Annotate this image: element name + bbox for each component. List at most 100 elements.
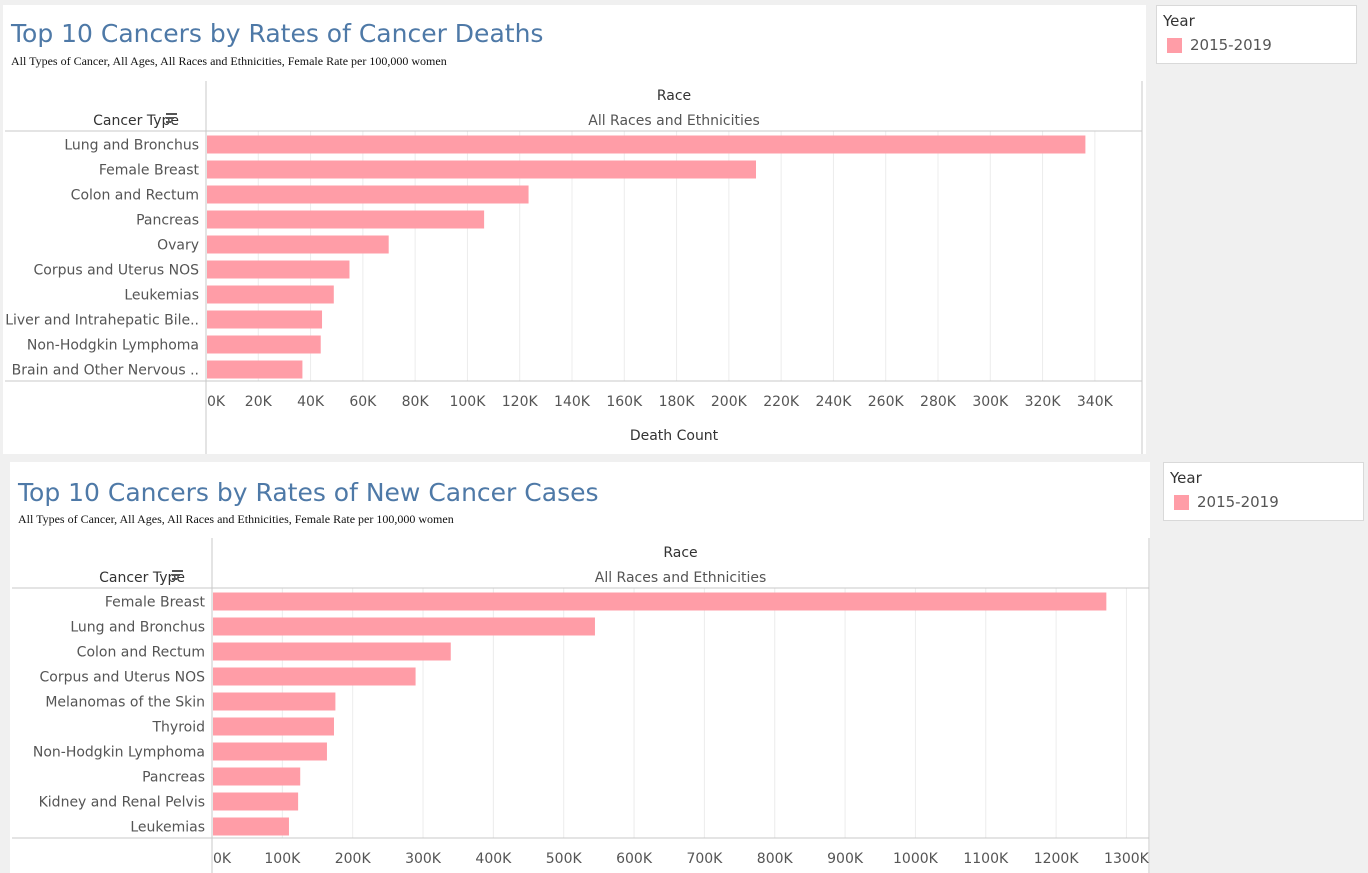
bar[interactable] (213, 617, 595, 636)
category-label: Corpus and Uterus NOS (34, 263, 200, 279)
x-tick-label: 500K (546, 851, 583, 867)
bar[interactable] (207, 310, 323, 329)
chart-subtitle: All Types of Cancer, All Ages, All Races… (18, 512, 454, 526)
chart-panel-new-cases: Top 10 Cancers by Rates of New Cancer Ca… (10, 462, 1150, 873)
x-tick-label: 20K (245, 394, 273, 410)
bar[interactable] (207, 285, 334, 304)
category-label: Colon and Rectum (71, 188, 199, 204)
bar-chart-new-cases: Race All Races and Ethnicities Cancer Type… (12, 538, 1150, 873)
legend-swatch (1174, 495, 1189, 510)
x-tick-label: 100K (264, 851, 301, 867)
bar[interactable] (207, 135, 1086, 154)
x-tick-label: 120K (502, 394, 539, 410)
x-tick-label: 400K (475, 851, 512, 867)
x-tick-label: 1000K (893, 851, 939, 867)
sort-icon-stroke (166, 117, 174, 119)
category-label: Leukemias (130, 820, 205, 836)
x-tick-label: 180K (659, 394, 696, 410)
sort-icon-stroke (172, 578, 177, 580)
x-tick-label: 220K (763, 394, 800, 410)
x-tick-label: 160K (606, 394, 643, 410)
bar[interactable] (207, 160, 756, 179)
sort-icon-stroke (172, 574, 180, 576)
category-label: Pancreas (142, 770, 205, 786)
bar[interactable] (207, 260, 350, 279)
x-axis-title: Death Count (630, 428, 719, 444)
x-tick-label: 80K (402, 394, 430, 410)
bar[interactable] (207, 335, 321, 354)
category-label: Kidney and Renal Pelvis (39, 795, 205, 811)
chart-panel-deaths: Top 10 Cancers by Rates of Cancer Deaths… (3, 5, 1146, 454)
sort-icon-stroke (166, 121, 171, 123)
x-tick-label: 340K (1077, 394, 1114, 410)
bar[interactable] (213, 742, 327, 761)
x-tick-label: 100K (449, 394, 486, 410)
bar[interactable] (213, 692, 336, 711)
sort-icon[interactable] (166, 113, 177, 123)
bar[interactable] (213, 717, 334, 736)
x-tick-label: 0K (207, 394, 226, 410)
x-tick-label: 240K (815, 394, 852, 410)
x-tick-label: 320K (1025, 394, 1062, 410)
category-label: Non-Hodgkin Lymphoma (33, 745, 205, 761)
bar-chart-deaths: Race All Races and Ethnicities Cancer Type… (5, 81, 1143, 454)
x-tick-label: 800K (757, 851, 794, 867)
x-tick-label: 1300K (1104, 851, 1150, 867)
sort-icon-stroke (166, 113, 177, 115)
x-tick-label: 140K (554, 394, 591, 410)
x-tick-label: 200K (335, 851, 372, 867)
chart-title: Top 10 Cancers by Rates of Cancer Deaths (11, 19, 544, 48)
category-label: Non-Hodgkin Lymphoma (27, 338, 199, 354)
column-header-race: Race (663, 545, 697, 561)
x-tick-label: 600K (616, 851, 653, 867)
category-label: Melanomas of the Skin (45, 695, 205, 711)
category-label: Corpus and Uterus NOS (40, 670, 206, 686)
category-label: Female Breast (105, 595, 206, 611)
x-tick-label: 1100K (963, 851, 1009, 867)
category-label: Leukemias (124, 288, 199, 304)
legend-title: Year (1170, 469, 1202, 487)
bar[interactable] (207, 235, 389, 254)
x-tick-label: 1200K (1034, 851, 1080, 867)
x-tick-label: 200K (711, 394, 748, 410)
x-tick-label: 60K (349, 394, 377, 410)
column-value-label: All Races and Ethnicities (595, 570, 767, 586)
category-label: Ovary (157, 238, 199, 254)
bar[interactable] (213, 667, 416, 686)
legend-title: Year (1163, 12, 1195, 30)
x-tick-label: 40K (297, 394, 325, 410)
bar[interactable] (213, 592, 1107, 611)
x-tick-label: 300K (972, 394, 1009, 410)
bar[interactable] (207, 185, 529, 204)
chart-subtitle: All Types of Cancer, All Ages, All Races… (11, 54, 447, 68)
column-value-label: All Races and Ethnicities (588, 113, 760, 129)
category-label: Thyroid (152, 720, 206, 736)
bar[interactable] (213, 642, 451, 661)
chart-title: Top 10 Cancers by Rates of New Cancer Ca… (18, 478, 599, 507)
legend-deaths[interactable]: Year 2015-2019 (1156, 5, 1357, 64)
bar[interactable] (213, 792, 299, 811)
row-header-cancer-type: Cancer Type (93, 113, 179, 129)
category-label: Brain and Other Nervous .. (12, 363, 199, 379)
legend-new-cases[interactable]: Year 2015-2019 (1163, 462, 1364, 521)
category-label: Lung and Bronchus (70, 620, 205, 636)
legend-item-label: 2015-2019 (1197, 493, 1279, 511)
column-header-race: Race (657, 88, 691, 104)
category-label: Pancreas (136, 213, 199, 229)
x-tick-label: 900K (827, 851, 864, 867)
bar[interactable] (213, 767, 301, 786)
x-tick-label: 280K (920, 394, 957, 410)
sort-icon[interactable] (172, 570, 183, 580)
x-tick-label: 0K (213, 851, 232, 867)
legend-item-label: 2015-2019 (1190, 36, 1272, 54)
category-label: Liver and Intrahepatic Bile.. (5, 313, 199, 329)
bar[interactable] (207, 360, 303, 379)
bar[interactable] (213, 817, 289, 836)
x-tick-label: 700K (686, 851, 723, 867)
x-tick-label: 300K (405, 851, 442, 867)
sort-icon-stroke (172, 570, 183, 572)
x-tick-label: 260K (868, 394, 905, 410)
category-label: Lung and Bronchus (64, 138, 199, 154)
bar[interactable] (207, 210, 485, 229)
category-label: Colon and Rectum (77, 645, 205, 661)
